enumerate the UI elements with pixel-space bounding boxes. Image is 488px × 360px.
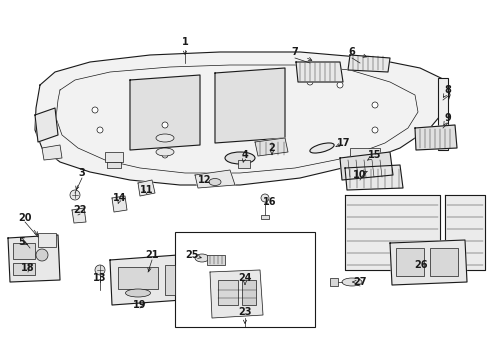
- Text: 20: 20: [18, 213, 32, 223]
- Polygon shape: [35, 108, 58, 142]
- Bar: [13, 263, 35, 275]
- Text: 22: 22: [73, 205, 86, 215]
- Bar: [395, 248, 423, 276]
- Bar: [13, 243, 35, 259]
- Polygon shape: [414, 125, 456, 150]
- Bar: [107, 162, 121, 168]
- Circle shape: [371, 102, 377, 108]
- Text: 16: 16: [263, 197, 276, 207]
- Ellipse shape: [309, 143, 333, 153]
- Text: 18: 18: [21, 263, 35, 273]
- Ellipse shape: [195, 254, 208, 262]
- Bar: [349, 148, 379, 160]
- Polygon shape: [110, 255, 182, 305]
- Text: 6: 6: [348, 47, 355, 57]
- Ellipse shape: [208, 179, 221, 185]
- Circle shape: [95, 265, 105, 275]
- Circle shape: [70, 190, 80, 200]
- Circle shape: [92, 107, 98, 113]
- Polygon shape: [195, 170, 235, 188]
- Polygon shape: [130, 75, 200, 150]
- Bar: [242, 280, 256, 305]
- Bar: [164, 265, 175, 295]
- Ellipse shape: [156, 148, 174, 156]
- Bar: [206, 255, 224, 265]
- Bar: [218, 280, 238, 305]
- Text: 8: 8: [444, 85, 450, 95]
- Polygon shape: [389, 240, 466, 285]
- Bar: [329, 278, 337, 286]
- Text: 4: 4: [241, 150, 248, 160]
- Bar: [238, 160, 249, 168]
- Text: 5: 5: [19, 237, 25, 247]
- Polygon shape: [295, 62, 342, 82]
- Polygon shape: [347, 55, 389, 72]
- Bar: [175, 232, 314, 327]
- Text: 24: 24: [238, 273, 251, 283]
- Polygon shape: [209, 270, 263, 318]
- Circle shape: [336, 82, 342, 88]
- Text: 11: 11: [140, 185, 153, 195]
- Ellipse shape: [224, 152, 254, 164]
- Polygon shape: [339, 152, 392, 180]
- Bar: [118, 267, 158, 289]
- Text: 21: 21: [145, 250, 159, 260]
- Text: 2: 2: [268, 143, 275, 153]
- Polygon shape: [345, 195, 439, 270]
- Text: 3: 3: [79, 168, 85, 178]
- Polygon shape: [444, 195, 484, 270]
- Circle shape: [36, 249, 48, 261]
- Ellipse shape: [156, 134, 174, 142]
- Text: 7: 7: [291, 47, 298, 57]
- Circle shape: [162, 122, 168, 128]
- Text: 13: 13: [93, 273, 106, 283]
- Circle shape: [261, 194, 268, 202]
- Circle shape: [162, 152, 168, 158]
- Polygon shape: [345, 165, 402, 190]
- Circle shape: [97, 127, 103, 133]
- Circle shape: [371, 127, 377, 133]
- Text: 1: 1: [181, 37, 188, 47]
- Polygon shape: [42, 145, 62, 160]
- Polygon shape: [72, 208, 86, 223]
- Text: 23: 23: [238, 307, 251, 317]
- Polygon shape: [112, 196, 127, 212]
- Bar: [38, 233, 56, 247]
- Text: 19: 19: [133, 300, 146, 310]
- Text: 26: 26: [413, 260, 427, 270]
- Text: 25: 25: [185, 250, 198, 260]
- Ellipse shape: [125, 289, 150, 297]
- Bar: [105, 152, 123, 162]
- Text: 15: 15: [367, 150, 381, 160]
- Polygon shape: [254, 138, 287, 156]
- Polygon shape: [8, 235, 60, 282]
- Text: 17: 17: [337, 138, 350, 148]
- Bar: [437, 78, 447, 150]
- Text: 9: 9: [444, 113, 450, 123]
- Circle shape: [306, 79, 312, 85]
- Polygon shape: [138, 180, 155, 196]
- Text: 14: 14: [113, 193, 126, 203]
- Text: 12: 12: [198, 175, 211, 185]
- Text: 10: 10: [352, 170, 366, 180]
- Bar: [261, 215, 268, 219]
- Bar: [429, 248, 457, 276]
- Text: 27: 27: [352, 277, 366, 287]
- Polygon shape: [215, 68, 285, 143]
- Ellipse shape: [341, 278, 361, 286]
- Polygon shape: [35, 52, 449, 185]
